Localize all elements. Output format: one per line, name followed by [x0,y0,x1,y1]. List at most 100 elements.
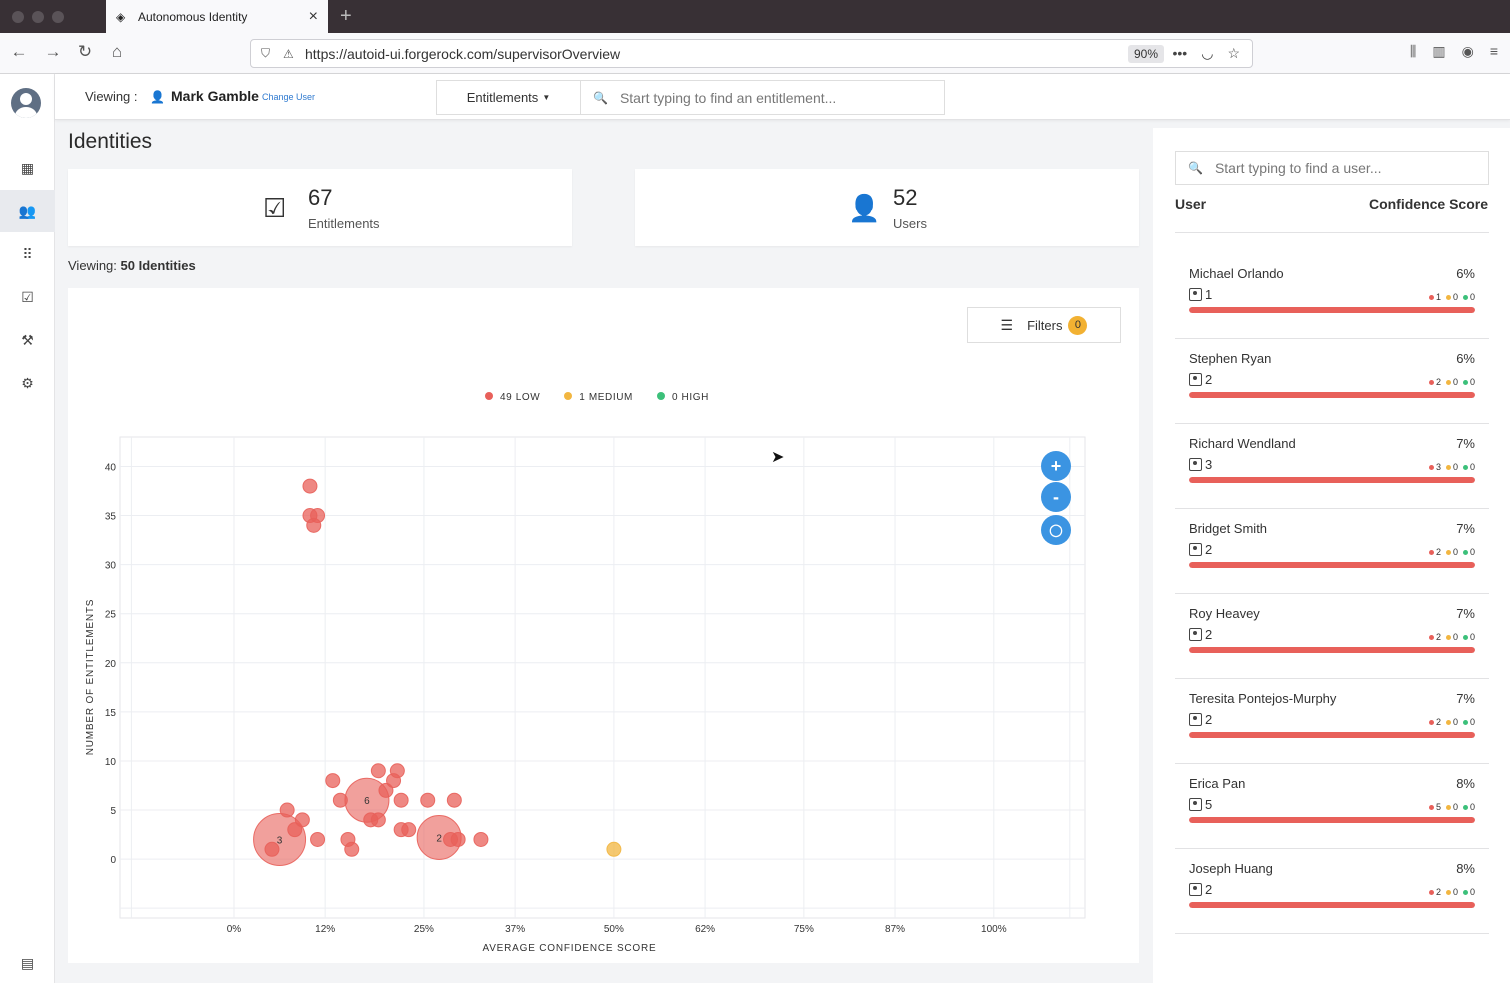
user-row[interactable]: Richard Wendland 7% 3 3 0 0 [1175,424,1489,509]
y-tick-label: 30 [105,561,117,572]
legend-high[interactable]: 0 HIGH [656,392,709,403]
y-tick-label: 20 [105,659,117,670]
legend-medium[interactable]: 1 MEDIUM [564,392,633,403]
user-name[interactable]: Michael Orlando [1189,266,1284,281]
account-icon[interactable]: ◉ [1461,43,1474,59]
user-name[interactable]: Bridget Smith [1189,521,1268,536]
bubble-point [264,841,280,857]
user-row[interactable]: Teresita Pontejos-Murphy 7% 2 2 0 0 [1175,679,1489,764]
bubble-point [473,831,489,847]
risk-high: 0 [1462,887,1475,897]
new-tab-icon[interactable]: + [340,5,352,27]
legend-high-label: 0 HIGH [671,392,709,403]
entitlements-dropdown[interactable]: Entitlements ▼ [436,80,581,115]
menu-icon[interactable]: ≡ [1489,43,1498,59]
bubble-label: 3 [277,835,283,846]
y-tick-label: 0 [110,855,116,866]
user-search-input[interactable]: 🔍 Start typing to find a user... [1175,151,1489,185]
user-row[interactable]: Roy Heavey 7% 2 2 0 0 [1175,594,1489,679]
entitlement-count-value: 2 [1205,627,1213,642]
home-icon[interactable]: ⌂ [111,42,123,61]
confidence-score: 6% [1456,351,1475,366]
user-row[interactable]: Joseph Huang 8% 2 2 0 0 [1175,849,1489,934]
column-header-user[interactable]: User [1175,196,1207,212]
url-bar[interactable]: ⛉ ⚠ https://autoid-ui.forgerock.com/supe… [250,39,1253,68]
bubble-point [606,841,622,857]
user-row[interactable]: Stephen Ryan 6% 2 2 0 0 [1175,339,1489,424]
legend-low[interactable]: 49 LOW [485,392,540,403]
change-user-link[interactable]: Change User [262,92,316,102]
badge-icon [1189,883,1202,896]
url-text: https://autoid-ui.forgerock.com/supervis… [305,45,621,62]
shield-icon: ⛉ [261,46,271,60]
library-icon[interactable]: ⫼ [1409,43,1417,59]
user-name[interactable]: Roy Heavey [1189,606,1260,621]
user-name[interactable]: Stephen Ryan [1189,351,1272,366]
risk-high: 0 [1462,802,1475,812]
user-search-placeholder: Start typing to find a user... [1214,160,1382,176]
identities-icon[interactable]: 👥 [0,190,55,232]
page-title: Identities [68,130,153,153]
user-name[interactable]: Richard Wendland [1189,436,1296,451]
browser-tab[interactable]: ◈ Autonomous Identity × [106,0,328,33]
gavel-icon[interactable]: ⚒ [21,331,34,348]
risk-low-value: 2 [1435,547,1441,557]
bubble-point [344,841,360,857]
y-axis-label: NUMBER OF ENTITLEMENTS [85,599,96,756]
reload-icon[interactable]: ↻ [77,42,93,61]
entitlement-count-value: 2 [1205,372,1213,387]
zoom-out-button[interactable]: - [1041,482,1071,512]
more-actions-icon[interactable]: ••• [1172,45,1188,61]
zoom-in-button[interactable]: + [1041,451,1071,481]
dashboard-icon[interactable]: ▦ [20,159,35,176]
bubble-chart: 0% 12% 25% 37% 50% 62% 75% 87% 100% 0 5 10 15 20 25 30 3… [85,436,1086,954]
user-row[interactable]: Michael Orlando 6% 1 1 0 0 [1175,254,1489,339]
risk-breakdown: 1 0 0 [1428,292,1475,302]
bubble-point [389,763,405,779]
confidence-bar [1189,817,1475,823]
risk-low-value: 2 [1435,887,1441,897]
column-header-confidence-score[interactable]: Confidence Score [1368,196,1488,212]
risk-medium-value: 0 [1452,377,1458,387]
entitlement-count: 2 [1189,542,1212,557]
confidence-bar [1189,902,1475,908]
risk-high-value: 0 [1469,717,1475,727]
pocket-icon[interactable]: ◡ [1201,45,1214,61]
user-row[interactable]: Bridget Smith 7% 2 2 0 0 [1175,509,1489,594]
filters-button[interactable]: ☰ Filters 0 [967,307,1121,343]
bubble-point [370,812,386,828]
user-name[interactable]: Joseph Huang [1189,861,1273,876]
chart-legend: 49 LOW 1 MEDIUM 0 HIGH [485,392,709,403]
window-close-dot[interactable] [12,11,24,23]
sidebar-toggle-icon[interactable]: ▥ [1432,43,1446,59]
reset-zoom-button[interactable]: ◯ [1041,515,1071,545]
user-row[interactable]: Erica Pan 8% 5 5 0 0 [1175,764,1489,849]
risk-medium-value: 0 [1452,292,1458,302]
filters-count-badge: 0 [1068,315,1088,335]
entitlement-search-input[interactable]: 🔍 Start typing to find an entitlement... [580,80,945,115]
risk-low: 2 [1428,632,1441,642]
bookmark-star-icon[interactable]: ☆ [1227,45,1240,61]
collapse-sidebar-icon[interactable]: ▤ [20,954,35,971]
apps-grid-icon[interactable]: ⠿ [22,245,33,262]
user-name[interactable]: Teresita Pontejos-Murphy [1189,691,1337,706]
legend-low-label: 49 LOW [500,392,541,403]
tab-close-icon[interactable]: × [308,7,318,25]
risk-breakdown: 2 0 0 [1428,717,1475,727]
risk-medium: 0 [1445,547,1458,557]
x-tick-label: 75% [794,924,814,935]
window-minimize-dot[interactable] [32,11,44,23]
forward-icon[interactable]: → [44,42,62,61]
window-maximize-dot[interactable] [52,11,64,23]
x-tick-label: 0% [227,924,242,935]
avatar[interactable] [11,88,41,118]
user-name[interactable]: Erica Pan [1189,776,1246,791]
risk-medium-value: 0 [1452,547,1458,557]
checkbox-icon[interactable]: ☑ [21,288,34,305]
risk-high-value: 0 [1469,377,1475,387]
back-icon[interactable]: ← [10,42,28,61]
settings-gear-icon[interactable]: ⚙ [21,374,34,391]
user-icon: 👤 [848,193,881,223]
zoom-level[interactable]: 90% [1127,45,1164,63]
current-user-name: Mark Gamble [171,88,259,104]
